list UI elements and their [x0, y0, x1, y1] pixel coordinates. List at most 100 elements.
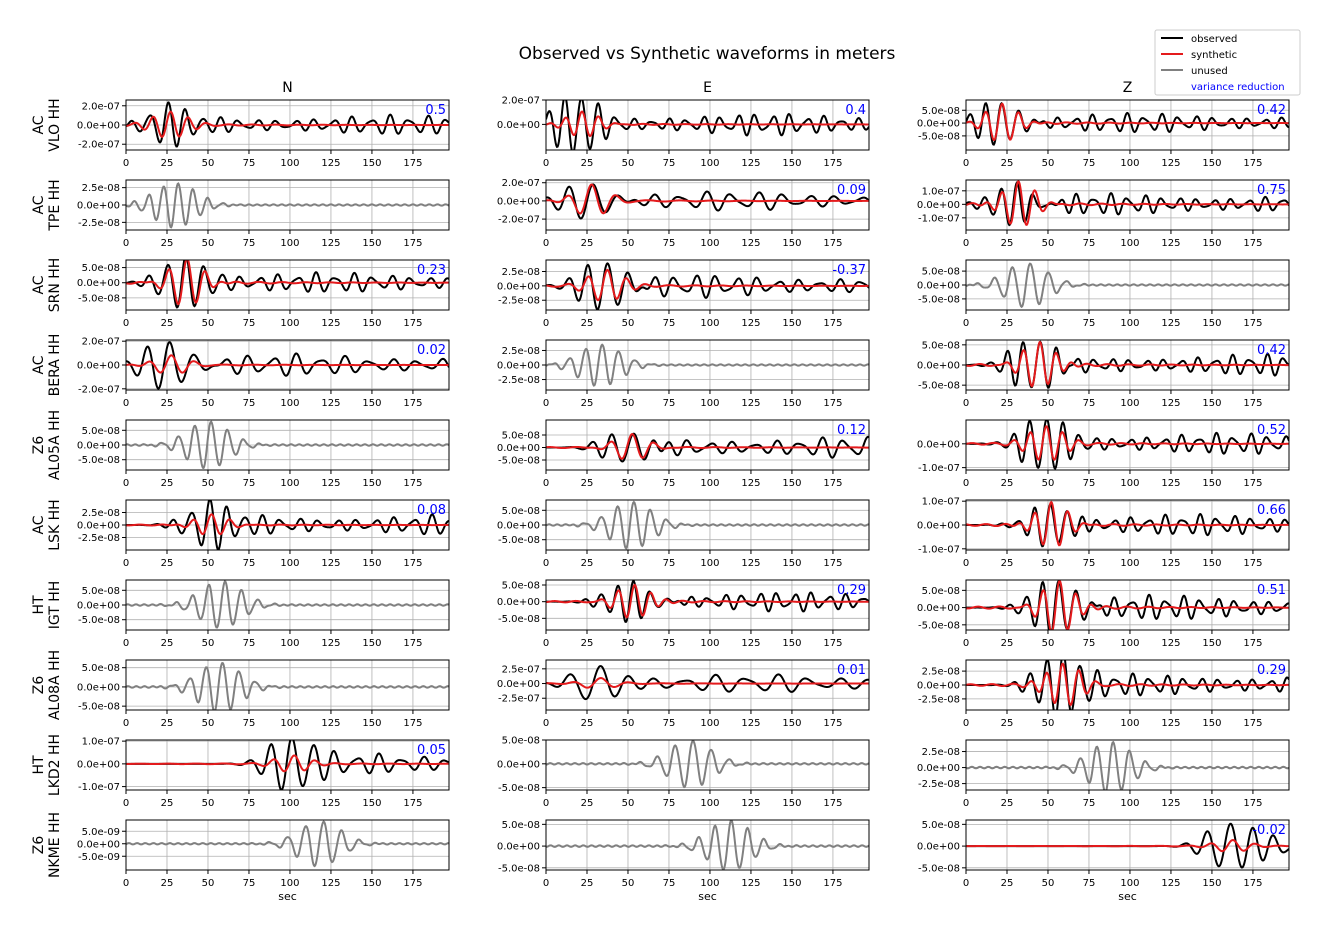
- x-tick-label: 25: [1001, 718, 1014, 729]
- legend-label: observed: [1191, 34, 1237, 45]
- x-tick-label: 25: [1001, 318, 1014, 329]
- synthetic-trace: [546, 677, 869, 689]
- y-tick-label: 2.0e-07: [82, 101, 120, 112]
- y-tick-label: 5.0e-08: [922, 586, 960, 597]
- x-tick-label: 150: [362, 638, 381, 649]
- x-tick-label: 25: [1001, 398, 1014, 409]
- x-tick-label: 125: [741, 558, 760, 569]
- x-tick-label: 125: [741, 638, 760, 649]
- x-tick-label: 125: [1161, 318, 1180, 329]
- x-tick-label: 125: [741, 398, 760, 409]
- x-tick-label: 150: [782, 558, 801, 569]
- y-tick-label: 2.5e-07: [502, 664, 540, 675]
- x-tick-label: 175: [823, 478, 842, 489]
- synthetic-trace: [546, 110, 869, 138]
- variance-reduction-value: 0.52: [1257, 423, 1286, 438]
- variance-reduction-value: 0.02: [417, 343, 446, 358]
- x-tick-label: 25: [581, 318, 594, 329]
- y-tick-label: -5.0e-08: [918, 381, 960, 392]
- x-tick-label: 125: [321, 158, 340, 169]
- y-tick-label: -5.0e-08: [498, 783, 540, 794]
- x-tick-label: 175: [403, 878, 422, 889]
- y-tick-label: 5.0e-08: [82, 263, 120, 274]
- y-tick-label: 0.0e+00: [497, 597, 540, 608]
- x-tick-label: 150: [1202, 318, 1221, 329]
- synthetic-trace: [966, 580, 1289, 630]
- x-tick-label: 0: [543, 478, 549, 489]
- x-tick-label: 150: [1202, 558, 1221, 569]
- panel-r5-c1: 0 25 50 75 100 125 150 175 5.0e-08 0.0e+00 -5.0e-0…: [497, 499, 870, 569]
- panel-frame: [965, 419, 1290, 471]
- x-tick-label: 150: [1202, 158, 1221, 169]
- y-tick-label: 2.5e-08: [922, 747, 960, 758]
- x-tick-label: 150: [782, 158, 801, 169]
- x-tick-label: 75: [243, 398, 256, 409]
- y-tick-label: -2.5e-07: [498, 694, 540, 705]
- x-tick-label: 125: [1161, 478, 1180, 489]
- synthetic-trace: [126, 513, 449, 536]
- panel-frame: [545, 99, 870, 151]
- x-tick-label: 150: [1202, 798, 1221, 809]
- synthetic-trace: [546, 268, 869, 302]
- observed-trace: [546, 183, 869, 220]
- x-tick-label: 100: [700, 478, 719, 489]
- x-tick-label: 150: [362, 718, 381, 729]
- x-tick-label: 100: [1120, 558, 1139, 569]
- panel-r3-c2: 0 25 50 75 100 125 150 175 5.0e-08 0.0e+00 -5.0e-0…: [917, 339, 1290, 409]
- observed-trace: [126, 341, 449, 390]
- x-tick-label: 150: [1202, 398, 1221, 409]
- row-label-station: VLO HH: [47, 98, 63, 151]
- observed-trace: [546, 432, 869, 463]
- x-tick-label: 25: [581, 558, 594, 569]
- variance-reduction-value: 0.42: [1257, 103, 1286, 118]
- x-tick-label: 0: [123, 878, 129, 889]
- x-tick-label: 175: [1243, 718, 1262, 729]
- x-tick-label: 50: [202, 318, 215, 329]
- x-tick-label: 100: [1120, 798, 1139, 809]
- x-tick-label: 50: [1042, 158, 1055, 169]
- x-tick-label: 150: [782, 878, 801, 889]
- panel-frame: [545, 179, 870, 231]
- x-tick-label: 75: [663, 398, 676, 409]
- x-tick-label: 25: [161, 318, 174, 329]
- x-tick-label: 25: [581, 798, 594, 809]
- y-tick-label: -1.0e-07: [918, 544, 960, 555]
- y-tick-label: 0.0e+00: [77, 521, 120, 532]
- x-tick-label: 25: [161, 878, 174, 889]
- row-label-net: Z6: [31, 436, 47, 455]
- observed-trace: [966, 660, 1289, 710]
- x-tick-label: 0: [543, 398, 549, 409]
- x-tick-label: 175: [1243, 238, 1262, 249]
- x-tick-label: 150: [1202, 478, 1221, 489]
- x-tick-label: 50: [622, 718, 635, 729]
- x-tick-label: 175: [823, 718, 842, 729]
- x-tick-label: 100: [700, 238, 719, 249]
- variance-reduction-value: 0.29: [1257, 663, 1286, 678]
- variance-reduction-value: 0.05: [417, 743, 446, 758]
- x-tick-label: 175: [403, 398, 422, 409]
- x-tick-label: 175: [403, 478, 422, 489]
- x-tick-label: 150: [362, 158, 381, 169]
- synthetic-trace: [966, 180, 1289, 227]
- y-tick-label: 0.0e+00: [497, 196, 540, 207]
- row-label-station: IGT HH: [47, 581, 63, 630]
- x-tick-label: 175: [823, 158, 842, 169]
- x-tick-label: 125: [741, 158, 760, 169]
- y-tick-label: -5.0e-08: [498, 456, 540, 467]
- panel-r9-c0: 0 25 50 75 100 125 150 175 5.0e-090.0e+00 -5.0e-0…: [77, 819, 450, 889]
- row-label-LSK-HH: AC LSK HH: [31, 499, 63, 550]
- y-tick-label: 5.0e-08: [922, 340, 960, 351]
- x-tick-label: 0: [123, 398, 129, 409]
- x-tick-label: 125: [321, 798, 340, 809]
- x-tick-label: 75: [243, 158, 256, 169]
- x-tick-label: 0: [123, 238, 129, 249]
- y-tick-label: -2.5e-08: [498, 375, 540, 386]
- y-tick-label: 0.0e+00: [77, 839, 120, 850]
- y-tick-label: -5.0e-08: [918, 131, 960, 142]
- x-tick-label: 100: [700, 158, 719, 169]
- x-tick-label: 75: [663, 478, 676, 489]
- y-tick-label: -2.5e-08: [918, 694, 960, 705]
- x-tick-label: 75: [1083, 718, 1096, 729]
- x-tick-label: 0: [963, 398, 969, 409]
- y-tick-label: 0.0e+00: [917, 681, 960, 692]
